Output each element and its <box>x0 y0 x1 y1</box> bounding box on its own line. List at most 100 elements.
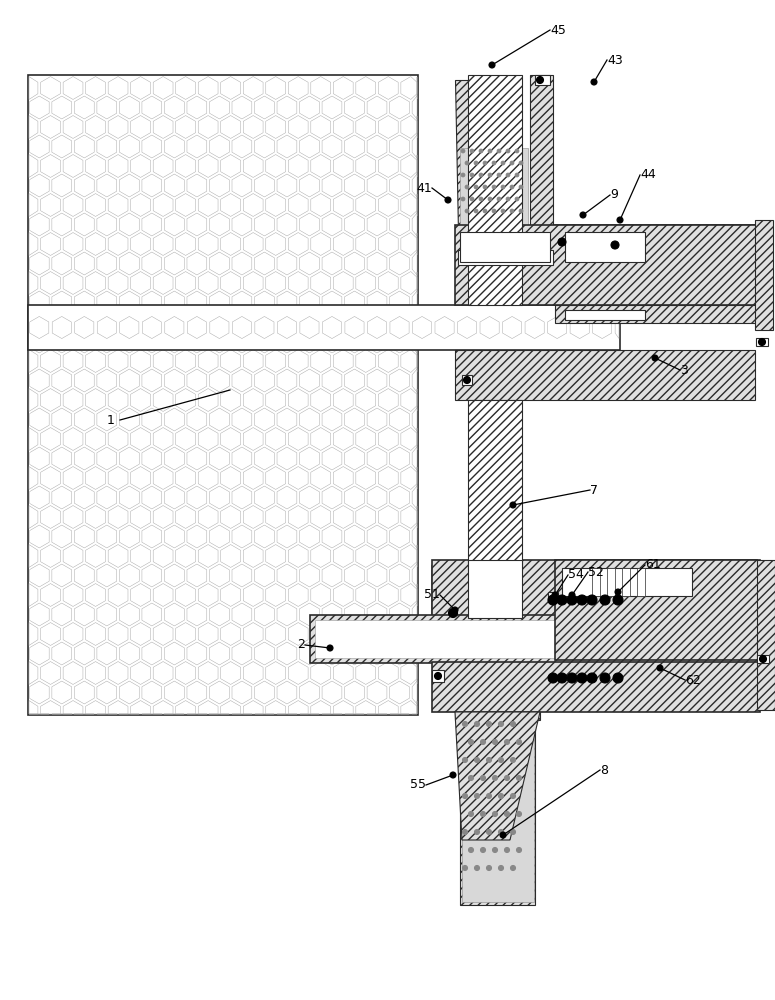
Polygon shape <box>356 545 376 567</box>
Polygon shape <box>432 565 468 650</box>
Polygon shape <box>63 623 83 645</box>
Polygon shape <box>345 486 364 509</box>
Bar <box>562 568 692 596</box>
Polygon shape <box>266 701 286 714</box>
Bar <box>565 310 645 320</box>
Polygon shape <box>232 135 252 158</box>
Polygon shape <box>322 525 342 548</box>
Polygon shape <box>40 311 60 333</box>
Text: 51: 51 <box>424 588 440 601</box>
Polygon shape <box>277 408 297 431</box>
Polygon shape <box>63 428 83 450</box>
Polygon shape <box>187 213 207 236</box>
Polygon shape <box>153 155 173 177</box>
Polygon shape <box>86 662 105 684</box>
Polygon shape <box>40 155 60 177</box>
Polygon shape <box>243 155 263 177</box>
Polygon shape <box>221 233 240 255</box>
Polygon shape <box>74 174 95 197</box>
Polygon shape <box>40 77 60 99</box>
Polygon shape <box>322 642 342 665</box>
Circle shape <box>516 740 522 744</box>
Polygon shape <box>209 681 229 704</box>
Polygon shape <box>401 233 417 255</box>
Circle shape <box>483 161 487 165</box>
Bar <box>565 232 645 262</box>
Polygon shape <box>430 570 490 660</box>
Polygon shape <box>109 584 128 606</box>
Polygon shape <box>243 116 263 138</box>
Polygon shape <box>367 486 387 509</box>
Polygon shape <box>333 623 353 645</box>
Polygon shape <box>131 506 150 528</box>
Polygon shape <box>131 155 150 177</box>
Polygon shape <box>300 564 319 587</box>
Circle shape <box>445 197 451 203</box>
Polygon shape <box>187 564 207 587</box>
Polygon shape <box>198 311 218 333</box>
Text: 41: 41 <box>416 182 432 194</box>
Polygon shape <box>254 564 274 587</box>
Polygon shape <box>209 603 229 626</box>
Circle shape <box>474 185 478 189</box>
Polygon shape <box>176 350 195 372</box>
Polygon shape <box>187 603 207 626</box>
Polygon shape <box>300 316 319 339</box>
Polygon shape <box>412 135 417 158</box>
Polygon shape <box>97 291 117 314</box>
Polygon shape <box>311 272 331 294</box>
Polygon shape <box>109 389 128 411</box>
Circle shape <box>511 830 515 834</box>
Polygon shape <box>243 662 263 684</box>
Circle shape <box>474 722 480 726</box>
Polygon shape <box>176 467 195 489</box>
Circle shape <box>465 161 469 165</box>
Polygon shape <box>52 408 71 431</box>
Polygon shape <box>164 213 184 236</box>
Polygon shape <box>311 155 331 177</box>
Polygon shape <box>176 233 195 255</box>
Polygon shape <box>412 408 417 431</box>
Bar <box>756 338 768 346</box>
Polygon shape <box>29 701 38 714</box>
Circle shape <box>461 197 465 201</box>
Polygon shape <box>198 194 218 216</box>
Polygon shape <box>378 545 398 567</box>
Polygon shape <box>288 701 308 714</box>
Polygon shape <box>266 77 286 99</box>
Polygon shape <box>176 623 195 645</box>
Circle shape <box>470 173 474 177</box>
Polygon shape <box>333 389 353 411</box>
Polygon shape <box>187 681 207 704</box>
Polygon shape <box>52 681 71 704</box>
Polygon shape <box>131 623 150 645</box>
Polygon shape <box>401 623 417 645</box>
Polygon shape <box>109 350 128 372</box>
Polygon shape <box>311 194 331 216</box>
Polygon shape <box>29 316 49 339</box>
Polygon shape <box>63 506 83 528</box>
Polygon shape <box>593 316 611 339</box>
Polygon shape <box>333 350 353 372</box>
Polygon shape <box>164 525 184 548</box>
Polygon shape <box>40 506 60 528</box>
Bar <box>757 655 769 663</box>
Text: 7: 7 <box>590 484 598 496</box>
Polygon shape <box>52 330 71 353</box>
Polygon shape <box>63 584 83 606</box>
Polygon shape <box>300 369 319 392</box>
Polygon shape <box>29 135 49 158</box>
Polygon shape <box>63 311 83 333</box>
Bar <box>555 225 760 305</box>
Polygon shape <box>412 681 417 704</box>
Polygon shape <box>97 681 117 704</box>
Polygon shape <box>266 272 286 294</box>
Polygon shape <box>198 350 218 372</box>
Polygon shape <box>164 564 184 587</box>
Bar <box>462 720 534 902</box>
Polygon shape <box>109 77 128 99</box>
Polygon shape <box>142 330 162 353</box>
Polygon shape <box>198 662 218 684</box>
Polygon shape <box>243 428 263 450</box>
Polygon shape <box>266 545 286 567</box>
